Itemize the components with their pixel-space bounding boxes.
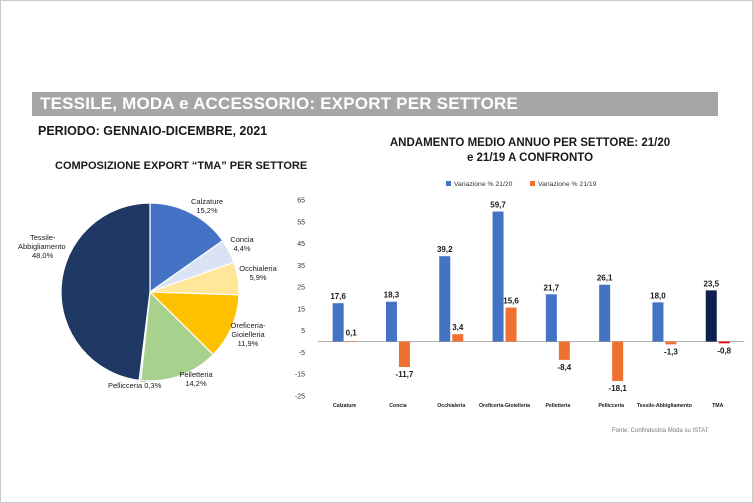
x-tick-label: Pellicceria (598, 403, 624, 409)
bar-data-label: 18,0 (650, 291, 666, 300)
bar-variazione-21-19 (505, 307, 517, 342)
bar-variazione-21-20 (492, 211, 504, 342)
bar-data-label: 21,7 (544, 283, 560, 292)
y-tick-label: 55 (297, 219, 305, 226)
bar-data-label: 23,5 (703, 279, 719, 288)
x-tick-label: Oreficeria-Gioielleria (479, 403, 530, 409)
x-tick-label: TMA (712, 403, 723, 409)
bar-data-label: 3,4 (452, 323, 464, 332)
bar-variazione-21-19 (452, 334, 464, 342)
bar-variazione-21-20 (385, 301, 397, 342)
pie-slice-label: Concia (230, 235, 254, 244)
bar-variazione-21-20 (332, 303, 344, 342)
pie-slice-value: 5,9% (249, 273, 266, 282)
bar-variazione-21-19 (612, 341, 624, 381)
bar-chart-title: ANDAMENTO MEDIO ANNUO PER SETTORE: 21/20… (380, 136, 680, 166)
y-tick-label: -5 (299, 350, 305, 357)
pie-slice (149, 202, 224, 294)
title-bar: TESSILE, MODA e ACCESSORIO: EXPORT PER S… (32, 92, 718, 116)
bar-data-label: 15,6 (503, 297, 519, 306)
bar-variazione-21-19 (398, 341, 410, 368)
pie-slice-label: Occhialeria (239, 264, 277, 273)
x-tick-label: Occhialeria (437, 403, 465, 409)
legend-swatch (446, 181, 451, 186)
bar-variazione-21-20 (705, 290, 717, 342)
bar-data-label: 18,3 (384, 291, 400, 300)
bar-chart-title-line-1: ANDAMENTO MEDIO ANNUO PER SETTORE: 21/20 (389, 137, 671, 149)
pie-slice-value: 48,0% (32, 251, 54, 260)
pie-slice-label: Tessile- (30, 233, 56, 242)
legend-swatch (530, 181, 535, 186)
x-tick-label: Calzature (333, 403, 356, 409)
pie-slice-label: Gioielleria (231, 330, 265, 339)
pie-slice-value: 15,2% (196, 206, 218, 215)
bar-data-label: 26,1 (597, 274, 613, 283)
bar-variazione-21-20 (599, 284, 611, 342)
pie-slice-value: 14,2% (185, 379, 207, 388)
pie-slice-value: 11,9% (238, 339, 259, 348)
y-tick-label: 25 (297, 285, 305, 292)
bar-data-label: 59,7 (490, 201, 506, 210)
y-tick-label: 15 (297, 306, 305, 313)
pie-slice-value: 4,4% (233, 244, 250, 253)
bar-variazione-21-19 (558, 341, 570, 360)
pie-slice-label: Pelletteria (179, 370, 213, 379)
y-tick-label: 65 (297, 198, 305, 205)
bar-variazione-21-19 (345, 341, 357, 342)
x-tick-label: Tessile-Abbigliamento (637, 403, 692, 409)
pie-leader-line (139, 380, 147, 383)
bar-variazione-21-19 (665, 341, 677, 345)
bar-data-label: -11,7 (396, 370, 414, 379)
bar-data-label: -0,8 (717, 346, 731, 355)
bar-chart-title-line-2: e 21/19 A CONFRONTO (466, 152, 594, 164)
y-tick-label: -25 (295, 394, 305, 401)
bar-data-label: 39,2 (437, 245, 453, 254)
bar-variazione-21-20 (652, 302, 664, 342)
period-label: PERIODO: GENNAIO-DICEMBRE, 2021 (38, 124, 268, 138)
x-tick-label: Concia (389, 403, 406, 409)
bar-data-label: 0,1 (346, 329, 358, 338)
pie-slice-label: Calzature (191, 197, 223, 206)
bar-data-label: -1,3 (664, 347, 678, 356)
bar-variazione-21-20 (545, 294, 557, 342)
y-tick-label: 5 (301, 328, 305, 335)
pie-slice (140, 290, 215, 382)
pie-slice (148, 291, 240, 356)
slide-title: TESSILE, MODA e ACCESSORIO: EXPORT PER S… (40, 94, 519, 113)
pie-slice-label: Oreficeria- (230, 321, 266, 330)
legend-label: Variazione % 21/20 (454, 181, 513, 188)
source-note: Fonte: Confindustria Moda su ISTAT (612, 428, 709, 434)
bar-data-label: 17,6 (330, 292, 346, 301)
bar-variazione-21-20 (439, 256, 451, 342)
pie-slice-label: Pellicceria 0,3% (108, 381, 162, 390)
x-tick-label: Pelletteria (545, 403, 570, 409)
pie-slice-label: Abbigliamento (18, 242, 66, 251)
y-tick-label: -15 (295, 372, 305, 379)
bar-data-label: -18,1 (609, 384, 628, 393)
pie-slice (60, 202, 151, 382)
y-tick-label: 45 (297, 241, 305, 248)
pie-chart-title: COMPOSIZIONE EXPORT “TMA” PER SETTORE (55, 160, 308, 172)
y-tick-label: 35 (297, 263, 305, 270)
legend-label: Variazione % 21/19 (538, 181, 597, 188)
bar-variazione-21-19 (718, 341, 730, 344)
bar-data-label: -8,4 (557, 363, 571, 372)
